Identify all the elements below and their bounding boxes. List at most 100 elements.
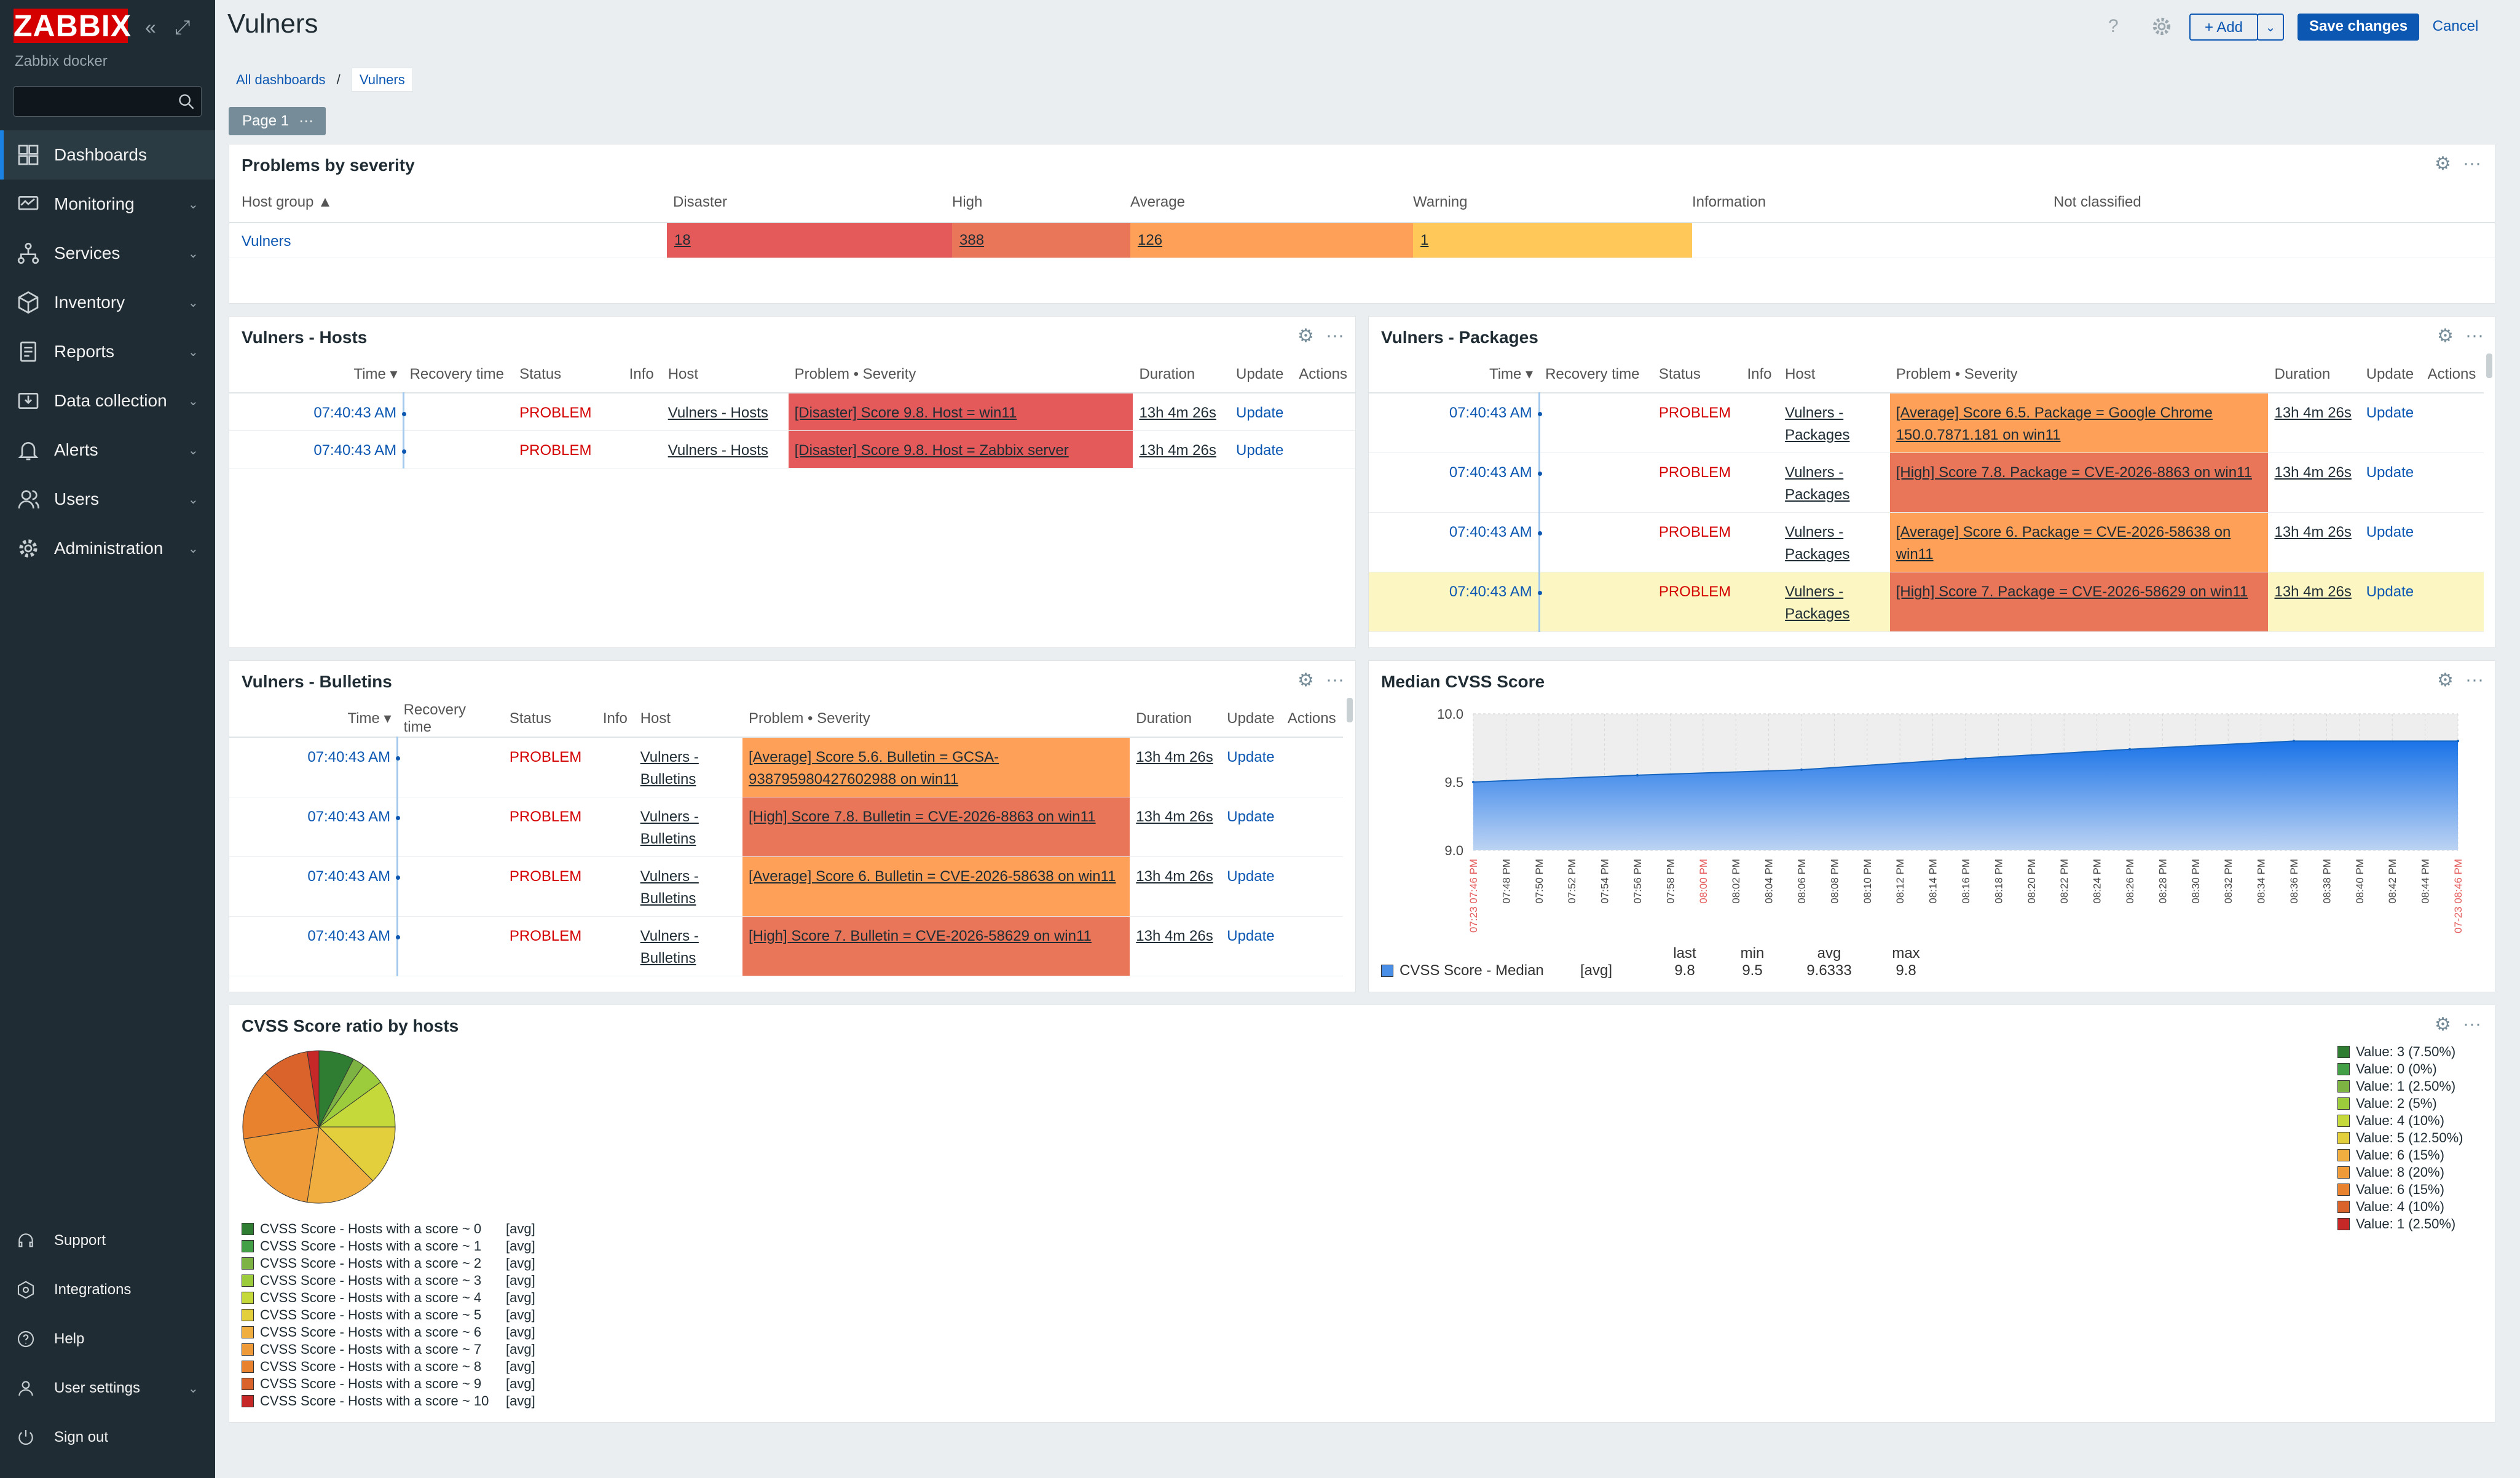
save-changes-button[interactable]: Save changes — [2298, 14, 2419, 41]
sidebar-item-integrations[interactable]: Integrations — [0, 1265, 215, 1314]
update-link[interactable]: Update — [1227, 868, 1275, 885]
duration[interactable]: 13h 4m 26s — [1136, 749, 1213, 765]
sidebar-item-services[interactable]: Services ⌄ — [0, 229, 215, 278]
event-time-link[interactable]: 07:40:43 AM — [313, 442, 397, 459]
duration[interactable]: 13h 4m 26s — [1136, 928, 1213, 944]
count-warning[interactable]: 1 — [1413, 223, 1692, 258]
host-link[interactable]: Vulners - Bulletins — [640, 868, 699, 907]
breadcrumb-all-dashboards[interactable]: All dashboards — [236, 72, 326, 87]
column-header[interactable]: Time ▾ — [229, 700, 398, 738]
data-point[interactable] — [1964, 757, 1967, 761]
update-link[interactable]: Update — [1235, 405, 1284, 421]
more-icon[interactable]: ··· — [2463, 153, 2481, 173]
duration[interactable]: 13h 4m 26s — [2274, 583, 2352, 600]
page-tab[interactable]: Page 1 ··· — [229, 107, 326, 135]
cvss-pie-chart[interactable] — [239, 1047, 399, 1207]
gear-icon[interactable]: ⚙ — [2437, 670, 2454, 690]
breadcrumb-current[interactable]: Vulners — [351, 68, 413, 92]
add-widget-button[interactable]: + Add — [2189, 14, 2258, 41]
update-link[interactable]: Update — [1227, 808, 1275, 825]
sidebar-item-user-settings[interactable]: User settings ⌄ — [0, 1364, 215, 1413]
more-icon[interactable]: ··· — [2465, 325, 2484, 346]
host-link[interactable]: Vulners - Hosts — [667, 405, 768, 421]
problem-link[interactable]: [High] Score 7.8. Package = CVE-2026-886… — [1896, 464, 2252, 481]
sidebar-item-sign-out[interactable]: Sign out — [0, 1413, 215, 1462]
search-icon[interactable] — [178, 93, 195, 110]
gear-icon[interactable]: ⚙ — [1297, 670, 1314, 690]
host-link[interactable]: Vulners - Packages — [1785, 524, 1850, 563]
event-time-link[interactable]: 07:40:43 AM — [1449, 524, 1532, 540]
pie-slice[interactable] — [318, 1081, 396, 1128]
scrollbar[interactable] — [1347, 698, 1353, 722]
gear-icon[interactable]: ⚙ — [2437, 326, 2454, 346]
update-link[interactable]: Update — [2366, 464, 2414, 481]
problem-link[interactable]: [Average] Score 6. Bulletin = CVE-2026-5… — [749, 868, 1116, 885]
sidebar-item-help[interactable]: Help — [0, 1314, 215, 1364]
kiosk-mode-icon[interactable]: ⤢ — [175, 16, 191, 38]
duration[interactable]: 13h 4m 26s — [2274, 405, 2352, 421]
pie-slice[interactable] — [318, 1126, 396, 1182]
add-dropdown-button[interactable]: ⌄ — [2257, 14, 2284, 41]
pie-slice[interactable] — [243, 1126, 320, 1203]
column-header[interactable]: Time ▾ — [1369, 356, 1540, 393]
update-link[interactable]: Update — [2366, 583, 2414, 600]
more-icon[interactable]: ··· — [1326, 325, 1344, 346]
pie-slice[interactable] — [307, 1126, 374, 1204]
problem-link[interactable]: [High] Score 7. Package = CVE-2026-58629… — [1896, 583, 2248, 600]
duration[interactable]: 13h 4m 26s — [1136, 808, 1213, 825]
host-link[interactable]: Vulners - Packages — [1785, 464, 1850, 503]
update-link[interactable]: Update — [2366, 405, 2414, 421]
sidebar-item-alerts[interactable]: Alerts ⌄ — [0, 425, 215, 475]
event-time-link[interactable]: 07:40:43 AM — [1449, 583, 1532, 600]
more-icon[interactable]: ··· — [2463, 1014, 2481, 1034]
sidebar-item-reports[interactable]: Reports ⌄ — [0, 327, 215, 376]
duration[interactable]: 13h 4m 26s — [1139, 442, 1216, 459]
sidebar-item-dashboards[interactable]: Dashboards — [0, 130, 215, 180]
sidebar-item-monitoring[interactable]: Monitoring ⌄ — [0, 180, 215, 229]
cancel-button[interactable]: Cancel — [2432, 18, 2479, 34]
duration[interactable]: 13h 4m 26s — [2274, 524, 2352, 540]
data-point[interactable] — [2457, 740, 2459, 743]
zabbix-logo[interactable]: ZABBIX — [14, 9, 132, 43]
gear-icon[interactable] — [2151, 16, 2172, 37]
data-point[interactable] — [1636, 773, 1639, 777]
count-disaster[interactable]: 18 — [667, 223, 952, 258]
problem-link[interactable]: [Disaster] Score 9.8. Host = win11 — [794, 405, 1017, 421]
update-link[interactable]: Update — [1227, 749, 1275, 765]
data-point[interactable] — [2293, 740, 2295, 743]
scrollbar[interactable] — [2486, 354, 2492, 378]
sidebar-item-support[interactable]: Support — [0, 1216, 215, 1265]
more-icon[interactable]: ··· — [2465, 670, 2484, 690]
help-icon[interactable]: ? — [2108, 16, 2119, 36]
count-high[interactable]: 388 — [952, 223, 1130, 258]
host-link[interactable]: Vulners - Bulletins — [640, 808, 699, 847]
more-icon[interactable]: ··· — [299, 113, 314, 129]
duration[interactable]: 13h 4m 26s — [1139, 405, 1216, 421]
sidebar-item-inventory[interactable]: Inventory ⌄ — [0, 278, 215, 327]
problem-link[interactable]: [Disaster] Score 9.8. Host = Zabbix serv… — [794, 442, 1069, 459]
host-link[interactable]: Vulners - Packages — [1785, 583, 1850, 622]
event-time-link[interactable]: 07:40:43 AM — [1449, 464, 1532, 481]
gear-icon[interactable]: ⚙ — [1297, 326, 1314, 346]
pie-slice[interactable] — [242, 1072, 320, 1139]
update-link[interactable]: Update — [2366, 524, 2414, 540]
pie-slice[interactable] — [307, 1050, 320, 1128]
column-header[interactable]: Time ▾ — [229, 356, 404, 393]
data-point[interactable] — [1800, 769, 1803, 772]
host-group-link[interactable]: Vulners — [242, 233, 291, 250]
count-average[interactable]: 126 — [1130, 223, 1413, 258]
host-link[interactable]: Vulners - Bulletins — [640, 749, 699, 788]
pie-slice[interactable] — [264, 1051, 320, 1128]
data-point[interactable] — [1472, 781, 1475, 783]
problem-link[interactable]: [Average] Score 6.5. Package = Google Ch… — [1896, 405, 2213, 443]
problem-link[interactable]: [Average] Score 6. Package = CVE-2026-58… — [1896, 524, 2231, 563]
cvss-line-chart[interactable]: 10.0 9.5 9.0 07:23 07:46 PM 07:48 PM 07:50 PM… — [1369, 698, 2495, 944]
collapse-sidebar-icon[interactable]: « — [145, 16, 156, 38]
sidebar-item-users[interactable]: Users ⌄ — [0, 475, 215, 524]
event-time-link[interactable]: 07:40:43 AM — [307, 808, 391, 825]
event-time-link[interactable]: 07:40:43 AM — [1449, 405, 1532, 421]
problem-link[interactable]: [High] Score 7. Bulletin = CVE-2026-5862… — [749, 928, 1092, 944]
series-area[interactable] — [1473, 741, 2458, 850]
sidebar-item-data-collection[interactable]: Data collection ⌄ — [0, 376, 215, 425]
gear-icon[interactable]: ⚙ — [2435, 154, 2451, 174]
